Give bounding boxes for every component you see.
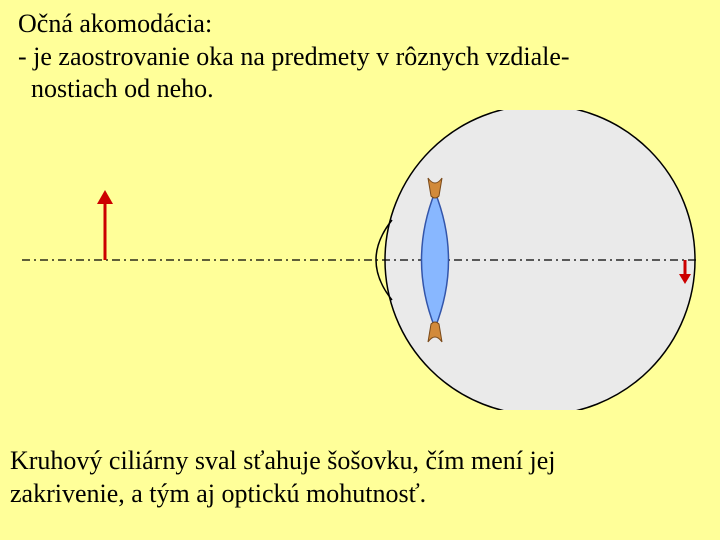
title: Očná akomodácia:: [18, 8, 702, 41]
eye-diagram: [0, 110, 720, 410]
eye-diagram-svg: [0, 110, 720, 410]
top-text-block: Očná akomodácia: - je zaostrovanie oka n…: [18, 8, 702, 106]
bottom-text-block: Kruhový ciliárny sval sťahuje šošovku, č…: [10, 445, 702, 510]
caption-line-2: zakrivenie, a tým aj optickú mohutnosť.: [10, 478, 702, 511]
caption-line-1: Kruhový ciliárny sval sťahuje šošovku, č…: [10, 445, 702, 478]
slide: Očná akomodácia: - je zaostrovanie oka n…: [0, 0, 720, 540]
definition-line-1: - je zaostrovanie oka na predmety v rôzn…: [18, 41, 702, 74]
definition-line-2: nostiach od neho.: [18, 73, 702, 106]
object-arrow-head: [97, 190, 113, 204]
